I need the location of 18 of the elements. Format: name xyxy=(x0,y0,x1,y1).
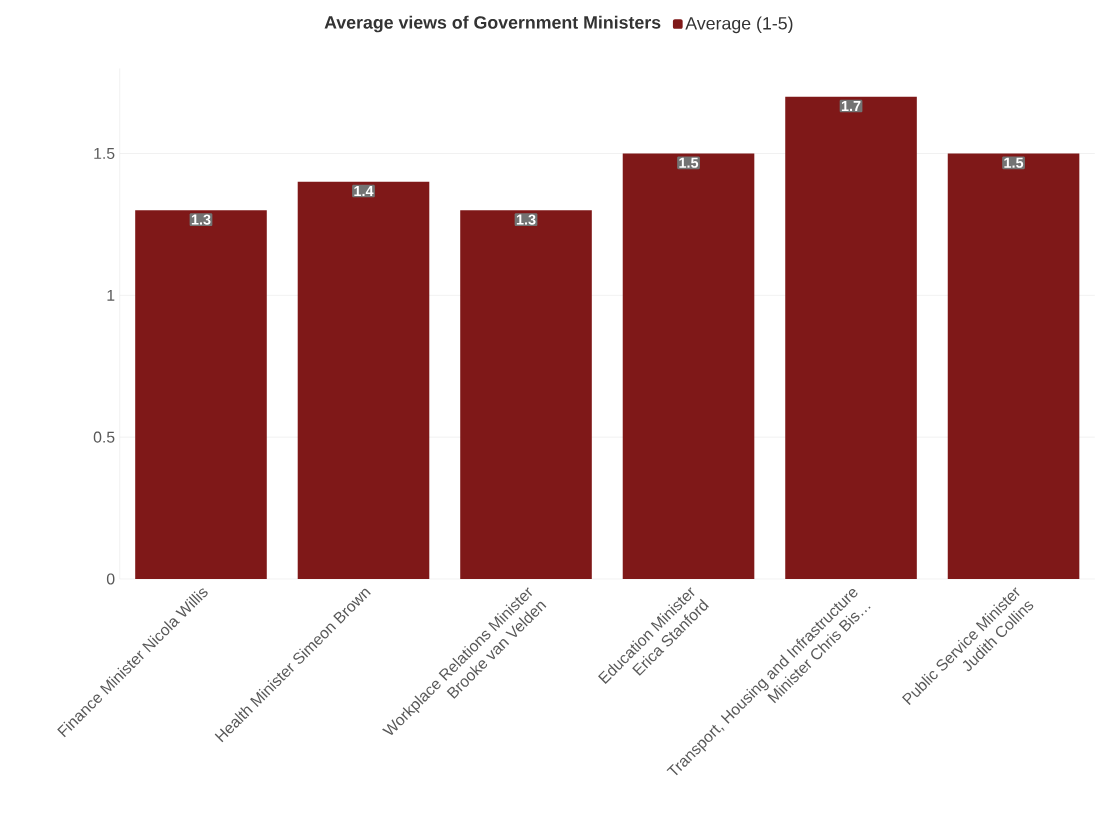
bar xyxy=(622,153,755,579)
bar xyxy=(947,153,1080,579)
bar xyxy=(297,181,430,579)
y-tick-label: 1 xyxy=(107,289,115,301)
y-tick-label: 1.5 xyxy=(94,148,115,160)
y-tick-label: 0 xyxy=(106,573,115,585)
bar xyxy=(460,210,592,579)
legend-label: Average (1-5) xyxy=(685,16,793,34)
data-label: 1.3 xyxy=(191,214,211,225)
data-label: 1.5 xyxy=(679,157,699,168)
bar xyxy=(135,210,267,579)
y-tick-label: 0.5 xyxy=(93,431,115,443)
data-label: 1.5 xyxy=(1004,157,1024,168)
bar xyxy=(785,96,917,579)
data-label: 1.4 xyxy=(354,186,374,197)
data-label: 1.3 xyxy=(516,214,536,225)
data-label: 1.7 xyxy=(841,101,861,111)
chart-title: Average views of Government Ministers xyxy=(324,15,661,33)
